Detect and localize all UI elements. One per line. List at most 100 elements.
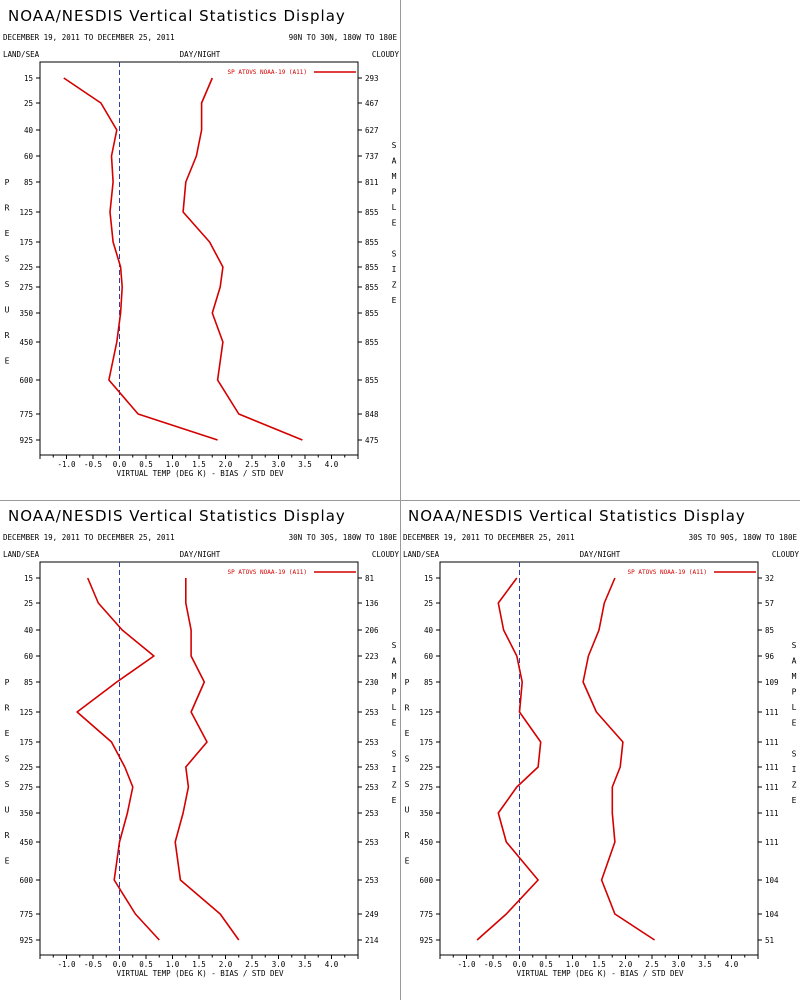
x-tick-label: 4.0	[325, 960, 339, 969]
y-axis-label-letter: P	[5, 678, 10, 687]
chart-svg: NOAA/NESDIS Vertical Statistics Display D…	[3, 7, 399, 478]
std-dev-line	[182, 77, 303, 441]
pressure-tick-label: 275	[19, 283, 33, 292]
x-tick-label: 2.0	[219, 960, 233, 969]
y-axis-label-letter: P	[5, 178, 10, 187]
x-tick-label: 2.5	[645, 960, 659, 969]
pressure-tick-label: 775	[419, 910, 433, 919]
sample-size-label: 214	[365, 936, 379, 945]
region-label: 90N TO 30N, 180W TO 180E	[289, 33, 398, 42]
sample-size-label: 32	[765, 574, 774, 583]
y2-axis-label-letter: L	[392, 203, 397, 212]
date-range: DECEMBER 19, 2011 TO DECEMBER 25, 2011	[403, 533, 575, 542]
pressure-tick-label: 40	[24, 126, 34, 135]
x-tick-label: 2.0	[219, 460, 233, 469]
y2-axis-label-letter: E	[392, 796, 397, 805]
sample-size-label: 253	[365, 838, 379, 847]
pressure-tick-label: 85	[24, 678, 33, 687]
y-axis-label-letter: R	[405, 704, 410, 713]
y2-axis-label-letter: P	[392, 688, 397, 697]
x-tick-label: 2.5	[245, 460, 259, 469]
sample-size-label: 293	[365, 74, 379, 83]
sample-size-label: 253	[365, 763, 379, 772]
x-tick-label: 3.0	[272, 960, 286, 969]
pressure-tick-label: 225	[19, 263, 33, 272]
pressure-tick-label: 450	[19, 338, 33, 347]
pressure-tick-label: 775	[19, 410, 33, 419]
pressure-tick-label: 40	[424, 626, 434, 635]
chart-panel-30n-30s: NOAA/NESDIS Vertical Statistics Display D…	[0, 500, 400, 1000]
pressure-tick-label: 275	[419, 783, 433, 792]
x-tick-label: 0.5	[139, 460, 153, 469]
pressure-tick-label: 925	[419, 936, 433, 945]
sample-size-label: 230	[365, 678, 379, 687]
y2-axis-label-letter: A	[392, 657, 397, 666]
x-tick-label: -0.5	[84, 960, 102, 969]
sample-size-label: 848	[365, 410, 379, 419]
sample-size-label: 111	[765, 763, 779, 772]
x-tick-label: 3.5	[698, 960, 712, 969]
y2-axis-label-letter: A	[392, 157, 397, 166]
y-axis-label-letter: E	[5, 229, 10, 238]
pressure-tick-label: 450	[19, 838, 33, 847]
plot-frame	[39, 61, 359, 456]
pressure-tick-label: 25	[424, 599, 433, 608]
y-axis-label-letter: R	[5, 331, 10, 340]
sample-size-label: 811	[365, 178, 379, 187]
y2-axis-label-letter: E	[792, 719, 797, 728]
legend-label: SP ATOVS NOAA-19 (A11)	[628, 569, 707, 576]
y2-axis-label-letter: L	[792, 703, 797, 712]
y2-axis-label-letter: E	[392, 219, 397, 228]
x-tick-label: 2.0	[619, 960, 633, 969]
y-axis-label-letter: R	[5, 204, 10, 213]
x-tick-label: -1.0	[57, 460, 76, 469]
y-axis-label-letter: R	[5, 831, 10, 840]
x-tick-label: 1.5	[192, 460, 206, 469]
y-axis-label-letter: U	[5, 806, 10, 815]
y2-axis-label-letter: S	[792, 750, 797, 759]
sample-size-label: 104	[765, 876, 779, 885]
y2-axis-label-letter: E	[792, 796, 797, 805]
y-axis-label-letter: S	[5, 255, 10, 264]
sample-size-label: 855	[365, 309, 379, 318]
y-axis-label-letter: S	[5, 755, 10, 764]
y2-axis-label-letter: A	[792, 657, 797, 666]
sample-size-label: 111	[765, 783, 779, 792]
x-axis-label: VIRTUAL TEMP (DEG K) - BIAS / STD DEV	[116, 469, 284, 478]
sample-size-label: 737	[365, 152, 379, 161]
y-axis-label-letter: R	[5, 704, 10, 713]
x-tick-label: 0.0	[513, 960, 527, 969]
y2-axis-label-letter: Z	[392, 781, 397, 790]
pressure-tick-label: 175	[19, 738, 33, 747]
pressure-tick-label: 60	[424, 652, 434, 661]
y-axis-label-letter: S	[405, 780, 410, 789]
pressure-tick-label: 60	[24, 152, 34, 161]
y2-axis-label-letter: S	[392, 641, 397, 650]
day-night-label: DAY/NIGHT	[580, 550, 621, 559]
pressure-tick-label: 350	[419, 809, 433, 818]
sample-size-label: 253	[365, 876, 379, 885]
sample-size-label: 104	[765, 910, 779, 919]
land-sea-label: LAND/SEA	[3, 50, 40, 59]
y2-axis-label-letter: S	[792, 641, 797, 650]
y2-axis-label-letter: S	[392, 750, 397, 759]
pressure-tick-label: 600	[19, 876, 33, 885]
sample-size-label: 855	[365, 263, 379, 272]
pressure-tick-label: 15	[24, 74, 33, 83]
y2-axis-label-letter: S	[392, 250, 397, 259]
date-range: DECEMBER 19, 2011 TO DECEMBER 25, 2011	[3, 33, 175, 42]
sample-size-label: 253	[365, 783, 379, 792]
y2-axis-label-letter: M	[792, 672, 797, 681]
x-tick-label: 4.0	[325, 460, 339, 469]
y-axis-label-letter: S	[5, 280, 10, 289]
y2-axis-label-letter: S	[392, 141, 397, 150]
pressure-tick-label: 125	[19, 708, 33, 717]
cloudy-label: CLOUDY	[372, 550, 400, 559]
chart-panel-30s-90s: NOAA/NESDIS Vertical Statistics Display D…	[400, 500, 800, 1000]
bias-line	[476, 577, 542, 941]
pressure-tick-label: 175	[19, 238, 33, 247]
y-axis-label-letter: E	[5, 357, 10, 366]
y-axis-label-letter: E	[405, 729, 410, 738]
y2-axis-label-letter: P	[392, 188, 397, 197]
y-axis-label-letter: R	[405, 831, 410, 840]
